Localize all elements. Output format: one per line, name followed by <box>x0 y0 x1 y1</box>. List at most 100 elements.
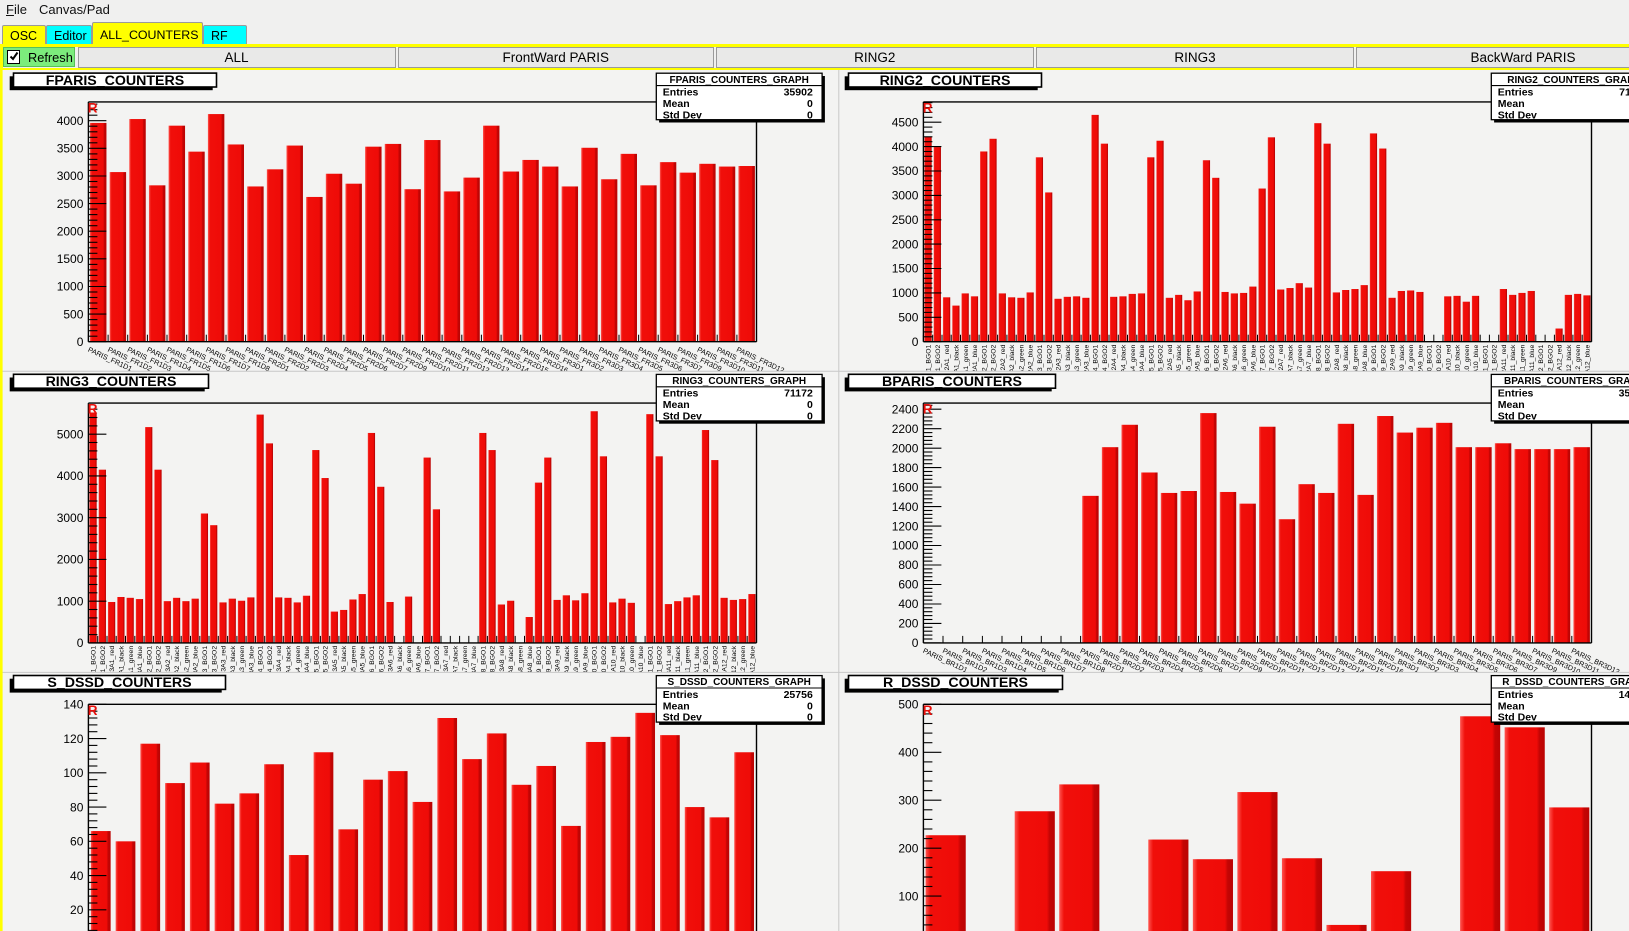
svg-text:R2A6_BGO2: R2A6_BGO2 <box>1213 344 1220 384</box>
svg-text:R3A6_green: R3A6_green <box>406 646 413 684</box>
svg-text:R2A4_blue: R2A4_blue <box>1139 344 1146 378</box>
svg-text:R2A2_black: R2A2_black <box>1009 344 1016 381</box>
svg-text:71172: 71172 <box>784 388 813 400</box>
svg-text:2000: 2000 <box>57 224 84 238</box>
svg-text:35902: 35902 <box>784 87 813 99</box>
svg-text:1200: 1200 <box>892 519 919 533</box>
svg-text:2400: 2400 <box>892 402 919 416</box>
svg-text:R3A4_red: R3A4_red <box>276 646 283 677</box>
svg-text:FPARIS_COUNTERS_GRAPH: FPARIS_COUNTERS_GRAPH <box>670 75 809 86</box>
svg-text:R3A12_BGO1: R3A12_BGO1 <box>703 646 710 690</box>
svg-text:RING2_COUNTERS: RING2_COUNTERS <box>880 73 1011 89</box>
svg-text:R3A12_green: R3A12_green <box>740 646 747 688</box>
svg-text:R3A2_green: R3A2_green <box>183 646 190 684</box>
svg-text:R3A12_blue: R3A12_blue <box>750 646 757 684</box>
svg-text:R3A12_red: R3A12_red <box>722 646 729 681</box>
svg-text:0: 0 <box>807 411 813 423</box>
svg-text:R2A8_blue: R2A8_blue <box>1362 344 1369 378</box>
svg-text:2500: 2500 <box>892 213 919 227</box>
svg-text:0: 0 <box>807 712 813 724</box>
svg-text:Std Dev: Std Dev <box>1498 411 1537 423</box>
svg-text:R3A1_red: R3A1_red <box>109 646 116 677</box>
svg-text:R2A7_blue: R2A7_blue <box>1306 344 1313 378</box>
svg-text:R2A4_BGO2: R2A4_BGO2 <box>1102 344 1109 384</box>
svg-text:R2A10_red: R2A10_red <box>1445 344 1452 379</box>
svg-text:R2A12_blue: R2A12_blue <box>1585 344 1592 382</box>
svg-text:Std Dev: Std Dev <box>1498 109 1537 121</box>
svg-text:BPARIS_COUNTERS_GRAPH: BPARIS_COUNTERS_GRAPH <box>1504 376 1629 387</box>
svg-text:R: R <box>88 402 98 417</box>
svg-text:R2A6_blue: R2A6_blue <box>1250 344 1257 378</box>
svg-text:R3A6_black: R3A6_black <box>397 645 404 682</box>
svg-text:Mean: Mean <box>663 700 690 712</box>
svg-text:1000: 1000 <box>57 594 84 608</box>
svg-text:R3A2_BGO2: R3A2_BGO2 <box>156 646 163 686</box>
svg-text:R3A10_black: R3A10_black <box>620 645 627 686</box>
svg-text:R3A5_green: R3A5_green <box>351 646 358 684</box>
svg-text:120: 120 <box>63 732 83 746</box>
svg-text:R2A3_blue: R2A3_blue <box>1083 344 1090 378</box>
svg-text:R3A7_green: R3A7_green <box>462 646 469 684</box>
svg-text:R2A2_red: R2A2_red <box>1000 344 1007 375</box>
svg-text:R3A7_BGO2: R3A7_BGO2 <box>434 646 441 686</box>
svg-text:BPARIS_COUNTERS: BPARIS_COUNTERS <box>882 374 1022 390</box>
svg-text:R2A2_blue: R2A2_blue <box>1028 344 1035 378</box>
svg-text:R: R <box>88 703 98 718</box>
svg-text:0: 0 <box>807 399 813 411</box>
svg-text:R3A9_red: R3A9_red <box>555 646 562 677</box>
svg-text:R2A12_BGO2: R2A12_BGO2 <box>1547 344 1554 388</box>
svg-text:R3A10_BGO1: R3A10_BGO1 <box>592 646 599 690</box>
svg-text:R3A3_blue: R3A3_blue <box>248 646 255 680</box>
svg-text:R3A4_blue: R3A4_blue <box>304 646 311 680</box>
svg-text:R3A11_red: R3A11_red <box>666 646 673 680</box>
svg-text:R2A1_green: R2A1_green <box>963 344 970 382</box>
svg-text:R2A11_BGO2: R2A11_BGO2 <box>1492 344 1499 387</box>
svg-text:R_DSSD_COUNTERS: R_DSSD_COUNTERS <box>883 675 1028 691</box>
svg-text:35902: 35902 <box>1619 388 1629 400</box>
svg-text:0: 0 <box>912 335 919 349</box>
svg-text:Std Dev: Std Dev <box>663 109 702 121</box>
svg-text:R3A8_red: R3A8_red <box>499 646 506 677</box>
svg-text:S_DSSD_COUNTERS_GRAPH: S_DSSD_COUNTERS_GRAPH <box>668 677 811 688</box>
svg-text:R2A7_BGO2: R2A7_BGO2 <box>1269 344 1276 384</box>
svg-text:200: 200 <box>898 617 918 631</box>
svg-text:R2A11_green: R2A11_green <box>1520 344 1527 386</box>
svg-text:R2A7_black: R2A7_black <box>1288 344 1295 381</box>
svg-text:0: 0 <box>77 636 84 650</box>
svg-text:R3A5_BGO2: R3A5_BGO2 <box>323 646 330 686</box>
svg-text:25756: 25756 <box>784 689 813 701</box>
svg-text:R3A9_BGO1: R3A9_BGO1 <box>536 646 543 686</box>
svg-text:200: 200 <box>898 841 918 855</box>
svg-text:R3A2_red: R3A2_red <box>165 646 172 677</box>
svg-text:R: R <box>923 703 933 718</box>
svg-text:4500: 4500 <box>892 115 919 129</box>
svg-text:R3A8_blue: R3A8_blue <box>527 646 534 680</box>
svg-text:Std Dev: Std Dev <box>663 712 702 724</box>
svg-text:R3A7_BGO1: R3A7_BGO1 <box>425 646 432 686</box>
svg-text:100: 100 <box>63 766 83 780</box>
svg-text:1000: 1000 <box>892 539 919 553</box>
svg-text:R: R <box>88 100 98 115</box>
svg-text:R2A7_red: R2A7_red <box>1278 344 1285 375</box>
svg-text:R3A1_blue: R3A1_blue <box>137 646 144 680</box>
svg-text:R3A8_black: R3A8_black <box>508 645 515 682</box>
svg-text:Mean: Mean <box>663 98 690 110</box>
svg-text:140: 140 <box>63 698 83 712</box>
svg-text:R2A2_green: R2A2_green <box>1018 344 1025 382</box>
svg-text:R3A8_BGO1: R3A8_BGO1 <box>480 646 487 686</box>
svg-text:5000: 5000 <box>57 427 84 441</box>
svg-text:3500: 3500 <box>892 164 919 178</box>
svg-text:R3A10_BGO2: R3A10_BGO2 <box>601 646 608 690</box>
svg-text:0: 0 <box>807 109 813 121</box>
svg-text:R3A5_BGO1: R3A5_BGO1 <box>313 646 320 686</box>
svg-text:R3A2_black: R3A2_black <box>174 645 181 682</box>
svg-text:R2A11_black: R2A11_black <box>1510 344 1517 385</box>
svg-text:0: 0 <box>807 700 813 712</box>
svg-text:R2A8_black: R2A8_black <box>1343 344 1350 381</box>
svg-text:R2A11_BGO1: R2A11_BGO1 <box>1482 344 1489 387</box>
svg-text:80: 80 <box>70 800 84 814</box>
svg-text:4000: 4000 <box>57 469 84 483</box>
svg-text:R3A5_black: R3A5_black <box>341 645 348 682</box>
svg-text:R2A4_black: R2A4_black <box>1121 344 1128 381</box>
svg-text:800: 800 <box>898 558 918 572</box>
